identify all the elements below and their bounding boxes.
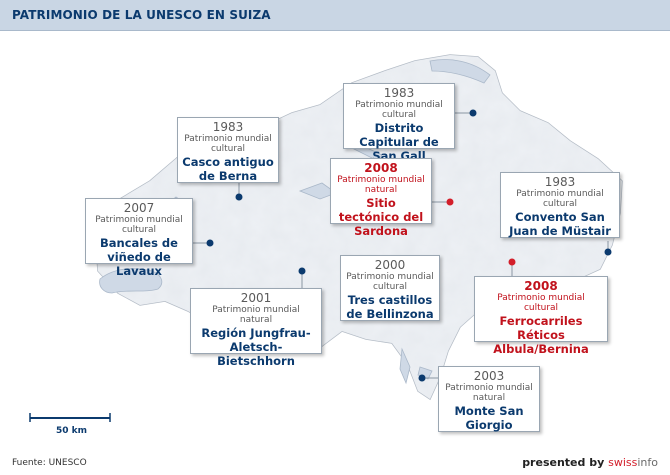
site-name: Región Jungfrau-Aletsch-Bietschhorn xyxy=(201,326,311,368)
site-marker-sangiorgio[interactable] xyxy=(418,374,426,382)
site-type: Patrimonio mundial cultural xyxy=(516,189,604,209)
site-year: 1983 xyxy=(383,86,415,100)
site-card-sangiorgio[interactable]: 2003 Patrimonio mundial natural Monte Sa… xyxy=(438,366,540,432)
lake-geneva xyxy=(99,268,163,294)
site-type: Patrimonio mundial cultural xyxy=(95,215,183,235)
site-card-stgall[interactable]: 1983 Patrimonio mundial cultural Distrit… xyxy=(343,83,455,163)
site-marker-berna[interactable] xyxy=(235,193,243,201)
brand-info: info xyxy=(637,456,658,469)
site-marker-stgall[interactable] xyxy=(469,109,477,117)
credit-prefix: presented by xyxy=(522,456,605,469)
site-year: 1983 xyxy=(544,175,576,189)
site-year: 1983 xyxy=(212,120,244,134)
site-year: 2001 xyxy=(240,291,272,305)
lake-maggiore xyxy=(399,347,411,385)
site-marker-lavaux[interactable] xyxy=(206,239,214,247)
site-name: Monte San Giorgio xyxy=(454,404,524,432)
site-type: Patrimonio mundial natural xyxy=(445,383,533,403)
site-year: 2000 xyxy=(374,258,406,272)
site-card-berna[interactable]: 1983 Patrimonio mundial cultural Casco a… xyxy=(177,117,279,183)
site-name: Ferrocarriles Réticos Albula/Bernina xyxy=(493,314,589,356)
site-type: Patrimonio mundial natural xyxy=(212,305,300,325)
site-card-rhb[interactable]: 2008 Patrimonio mundial cultural Ferroca… xyxy=(474,276,608,356)
site-card-sardona[interactable]: 2008 Patrimonio mundial natural Sitio te… xyxy=(330,158,432,238)
site-name: Casco antiguo de Berna xyxy=(182,155,274,183)
header-bar: PATRIMONIO DE LA UNESCO EN SUIZA xyxy=(0,0,670,31)
lake-constance xyxy=(429,59,491,84)
site-card-lavaux[interactable]: 2007 Patrimonio mundial cultural Bancale… xyxy=(85,198,193,278)
site-name: Distrito Capitular de San Gall xyxy=(359,121,439,163)
site-marker-mustair[interactable] xyxy=(604,248,612,256)
site-year: 2008 xyxy=(364,161,398,175)
scale-label: 50 km xyxy=(56,426,88,436)
site-type: Patrimonio mundial natural xyxy=(337,175,425,195)
scale-bar xyxy=(29,413,111,422)
site-name: Bancales de viñedo de Lavaux xyxy=(100,236,178,278)
publisher-credit[interactable]: presented by swissinfo xyxy=(522,456,658,469)
map-title: PATRIMONIO DE LA UNESCO EN SUIZA xyxy=(12,8,271,22)
site-card-jungfrau[interactable]: 2001 Patrimonio mundial natural Región J… xyxy=(190,288,322,368)
site-marker-jungfrau[interactable] xyxy=(298,267,306,275)
source-credit: Fuente: UNESCO xyxy=(12,458,87,468)
site-type: Patrimonio mundial cultural xyxy=(346,272,434,292)
site-card-bellinzona[interactable]: 2000 Patrimonio mundial cultural Tres ca… xyxy=(340,255,440,321)
site-type: Patrimonio mundial cultural xyxy=(497,293,585,313)
site-year: 2008 xyxy=(524,279,558,293)
site-name: Tres castillos de Bellinzona xyxy=(346,293,434,321)
site-marker-rhb[interactable] xyxy=(508,258,516,266)
brand-swiss: swiss xyxy=(608,456,638,469)
site-name: Sitio tectónico del Sardona xyxy=(338,196,424,238)
site-year: 2003 xyxy=(473,369,505,383)
site-year: 2007 xyxy=(123,201,155,215)
site-type: Patrimonio mundial cultural xyxy=(184,134,272,154)
site-markers xyxy=(193,109,612,382)
site-type: Patrimonio mundial cultural xyxy=(355,100,443,120)
site-name: Convento San Juan de Müstair xyxy=(509,210,611,238)
site-card-mustair[interactable]: 1983 Patrimonio mundial cultural Convent… xyxy=(500,172,620,238)
site-marker-sardona[interactable] xyxy=(446,198,454,206)
